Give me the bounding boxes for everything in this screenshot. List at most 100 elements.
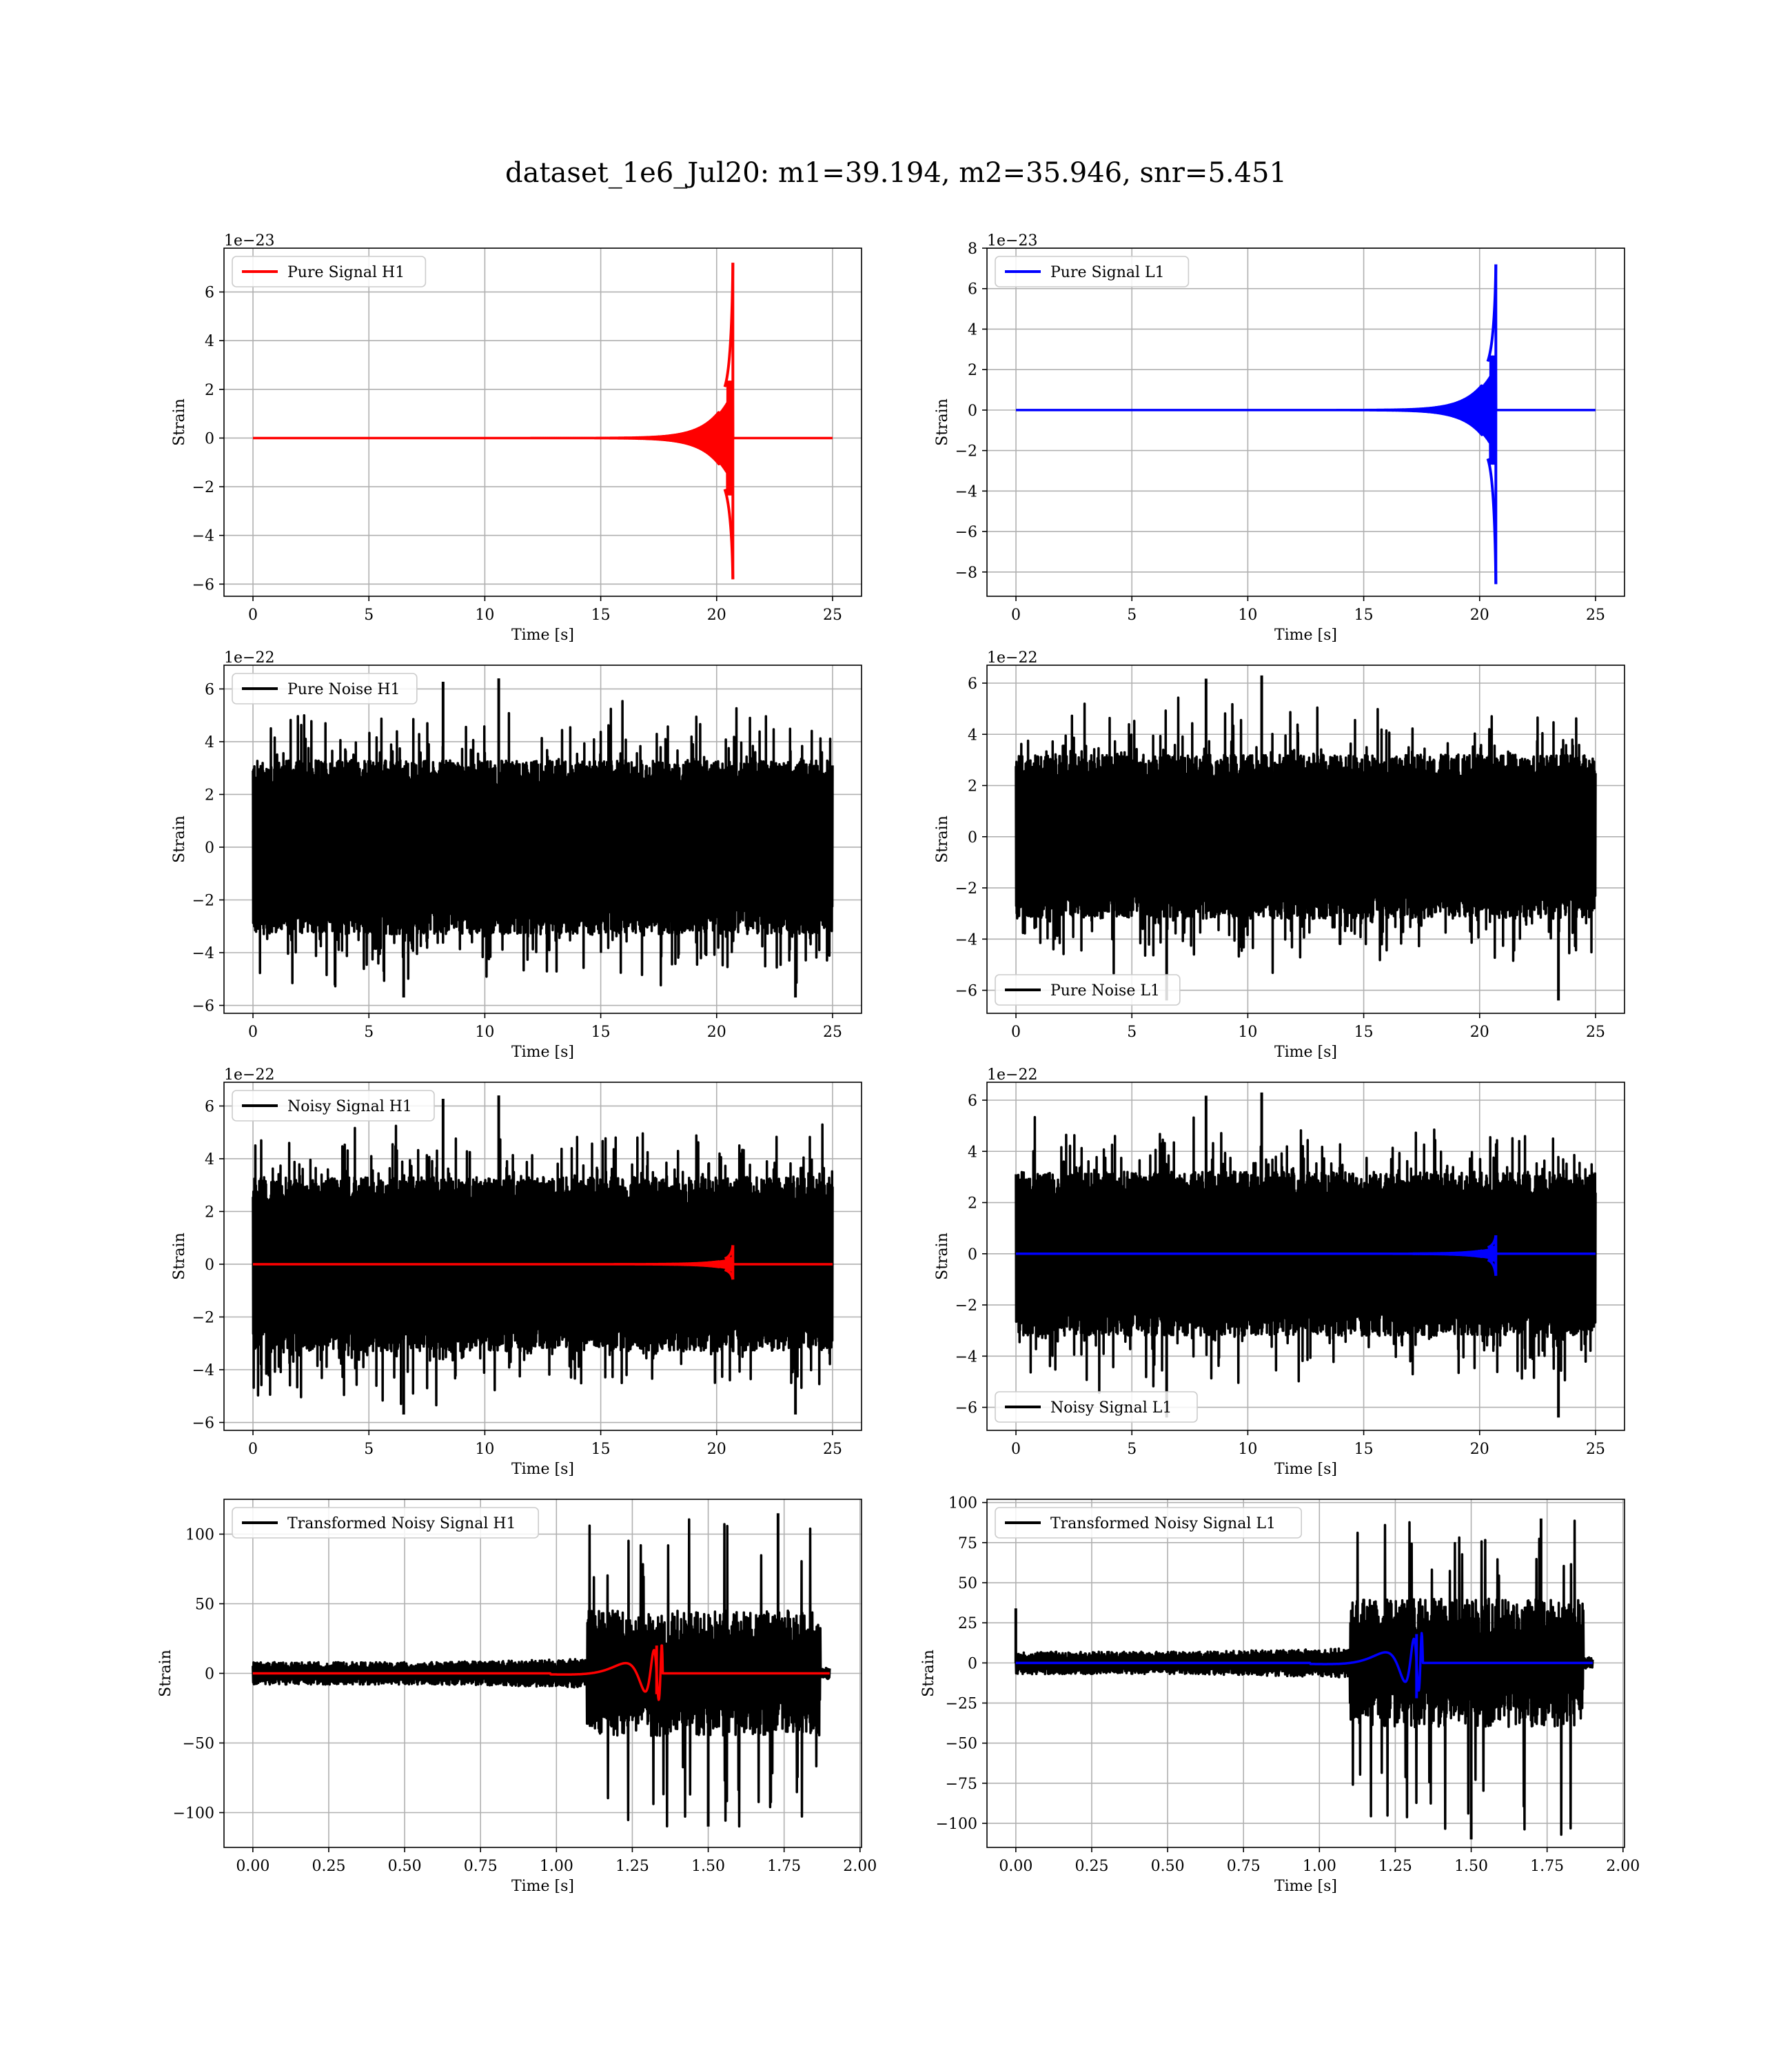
x-tick-label: 10 — [475, 1441, 494, 1458]
x-tick-label: 1.50 — [1454, 1858, 1488, 1875]
y-tick-label: 4 — [968, 321, 977, 338]
legend: Pure Noise H1 — [232, 673, 418, 704]
x-tick-label: 20 — [707, 1024, 726, 1041]
x-tick-label: 1.75 — [1530, 1858, 1564, 1875]
x-tick-label: 5 — [364, 1024, 374, 1041]
x-tick-label: 15 — [1354, 1441, 1374, 1458]
y-tick-label: 50 — [195, 1596, 214, 1614]
legend-label: Noisy Signal H1 — [287, 1098, 412, 1115]
y-tick-label: −2 — [192, 1309, 214, 1326]
y-tick-label: 0 — [968, 1246, 977, 1264]
chirp-envelope-bottom — [1486, 458, 1498, 585]
x-tick-label: 0.50 — [1151, 1858, 1185, 1875]
y-tick-label: 0 — [205, 1666, 214, 1683]
y-tick-label: −4 — [192, 528, 214, 545]
x-tick-label: 15 — [591, 1024, 611, 1041]
y-tick-label: −4 — [955, 483, 977, 500]
axes-frame — [986, 1499, 1625, 1848]
legend: Transformed Noisy Signal L1 — [995, 1507, 1303, 1539]
x-tick-label: 1.25 — [615, 1858, 649, 1875]
series-1-line — [252, 1123, 834, 1407]
x-axis-label: Time [s] — [1274, 627, 1337, 644]
legend-label: Noisy Signal L1 — [1050, 1399, 1172, 1417]
legend-box — [995, 256, 1190, 287]
x-tick-label: 0 — [248, 1024, 258, 1041]
x-tick-label: 0 — [248, 1441, 258, 1458]
y-tick-label: 6 — [968, 676, 977, 693]
plot-area — [1015, 675, 1597, 1001]
y-tick-label: −25 — [946, 1696, 977, 1713]
plot-area — [252, 678, 834, 998]
legend-label: Pure Signal L1 — [1050, 264, 1165, 281]
legend: Pure Noise L1 — [995, 974, 1181, 1006]
y-tick-label: 6 — [968, 281, 977, 298]
chart-panel-1: 0 5 10 15 20 25 −6 −4 −2 0 2 4 6 Time [s] Strain 1e−23 P… — [171, 232, 862, 644]
y-tick-label: 100 — [185, 1527, 214, 1544]
x-tick-label: 15 — [591, 607, 611, 624]
y-axis-label: Strain — [934, 398, 951, 446]
y-tick-label: 75 — [958, 1535, 977, 1552]
x-tick-label: 25 — [1586, 607, 1605, 624]
y-axis-label: Strain — [934, 1233, 951, 1280]
series-1-line — [1015, 355, 1597, 465]
chart-panel-2: 0 5 10 15 20 25 −8 −6 −4 −2 0 2 4 6 8 Time [s] Strain 1e−… — [934, 232, 1625, 644]
chirp-envelope-top — [1486, 264, 1498, 363]
chart-panel-3: 0 5 10 15 20 25 −6 −4 −2 0 2 4 6 Time [s] Strain 1e−22 P… — [171, 649, 862, 1061]
legend: Pure Signal L1 — [995, 256, 1190, 287]
y-tick-label: −2 — [955, 443, 977, 460]
chirp-envelope-top — [724, 1245, 735, 1260]
axes-frame — [223, 1082, 862, 1431]
y-axis-label: Strain — [157, 1650, 174, 1697]
legend-box — [995, 1507, 1303, 1539]
y-tick-label: 4 — [205, 1151, 214, 1168]
legend-box — [232, 1090, 435, 1122]
y-tick-label: 0 — [205, 430, 214, 447]
x-tick-label: 0.25 — [1075, 1858, 1108, 1875]
legend-label: Pure Noise H1 — [287, 681, 400, 698]
legend-label: Pure Signal H1 — [287, 264, 405, 281]
y-tick-label: 4 — [968, 727, 977, 744]
y-tick-label: 2 — [968, 778, 977, 795]
x-tick-label: 1.25 — [1378, 1858, 1412, 1875]
x-tick-label: 5 — [1127, 1024, 1137, 1041]
chirp-envelope-bottom — [723, 488, 735, 580]
y-tick-label: 25 — [958, 1615, 977, 1632]
x-tick-label: 0.25 — [312, 1858, 345, 1875]
y-tick-label: 6 — [205, 681, 214, 698]
legend: Pure Signal H1 — [232, 256, 427, 287]
y-axis-label: Strain — [934, 815, 951, 863]
y-tick-label: 0 — [968, 1655, 977, 1672]
chirp-envelope-top — [723, 263, 735, 387]
series-1-line — [252, 1518, 831, 1828]
legend: Noisy Signal L1 — [995, 1391, 1198, 1423]
x-tick-label: 20 — [707, 607, 726, 624]
y-tick-label: −100 — [173, 1805, 214, 1823]
y-tick-label: −50 — [183, 1736, 214, 1753]
axes-frame — [223, 665, 862, 1014]
y-tick-label: 8 — [968, 241, 977, 258]
x-tick-label: 2.00 — [843, 1858, 877, 1875]
x-tick-label: 0.50 — [388, 1858, 422, 1875]
x-tick-label: 0.75 — [1227, 1858, 1261, 1875]
y-tick-label: −2 — [955, 1297, 977, 1315]
y-tick-label: −6 — [192, 576, 214, 594]
y-tick-label: −6 — [955, 983, 977, 1000]
chirp-envelope-top — [1487, 1235, 1498, 1249]
y-tick-label: 2 — [968, 362, 977, 379]
x-tick-label: 15 — [1354, 1024, 1374, 1041]
x-tick-label: 20 — [1470, 1441, 1489, 1458]
legend: Noisy Signal H1 — [232, 1090, 435, 1122]
series-1-line — [1015, 1519, 1594, 1836]
chart-panel-4: 0 5 10 15 20 25 −6 −4 −2 0 2 4 6 Time [s] Strain 1e−22 P… — [934, 649, 1625, 1061]
x-tick-label: 5 — [364, 607, 374, 624]
y-tick-label: 0 — [968, 403, 977, 420]
x-tick-label: 0 — [1011, 1024, 1021, 1041]
x-tick-label: 5 — [1127, 607, 1137, 624]
y-tick-label: 2 — [968, 1195, 977, 1213]
axis-offset-text: 1e−22 — [224, 649, 274, 667]
y-tick-label: −4 — [192, 1362, 214, 1379]
x-tick-label: 15 — [1354, 607, 1374, 624]
legend-box — [995, 1391, 1198, 1423]
